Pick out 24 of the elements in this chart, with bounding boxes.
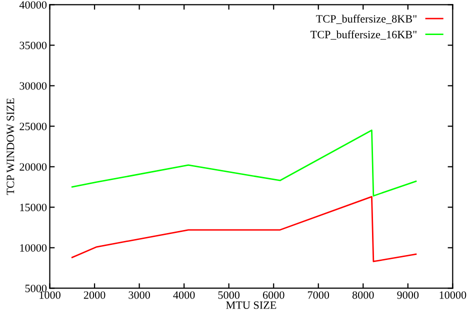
y-tick-label: 20000 [20, 163, 47, 171]
y-tick-label: 35000 [20, 42, 47, 50]
y-tick-label: 5000 [25, 284, 47, 292]
x-tick-label: 3000 [128, 291, 150, 299]
y-tick-label: 30000 [20, 82, 47, 90]
line-series [71, 130, 417, 197]
y-tick-label: 40000 [19, 1, 47, 9]
x-tick-label: 10000 [440, 291, 466, 299]
legend-label: TCP_buffersize_8KB" [316, 14, 416, 24]
x-tick-label: 6000 [262, 291, 284, 299]
x-tick-label: 5000 [218, 291, 240, 299]
x-tick-label: 4000 [173, 291, 195, 299]
x-tick-label: 9000 [397, 291, 419, 299]
legend-label: TCP_buffersize_16KB" [310, 30, 416, 40]
y-axis-title: TCP WINDOW SIZE [6, 98, 14, 195]
x-tick-label: 8000 [352, 291, 374, 299]
x-tick-label: 7000 [308, 291, 330, 299]
x-tick-label: 1000 [40, 291, 60, 299]
line-series [71, 196, 417, 262]
x-tick-label: 2000 [84, 291, 106, 299]
y-tick-label: 10000 [20, 244, 47, 252]
y-tick-label: 15000 [20, 204, 47, 212]
x-axis-title: MTU SIZE [226, 301, 276, 309]
y-tick-label: 25000 [20, 122, 47, 130]
